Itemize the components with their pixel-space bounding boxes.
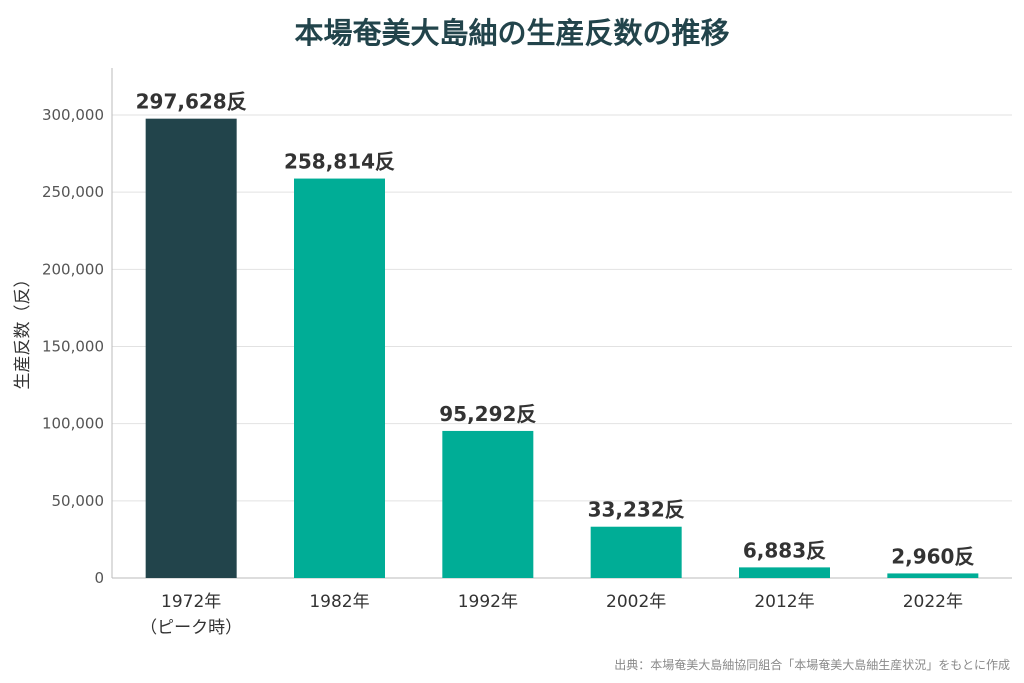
y-tick-label: 0 bbox=[94, 569, 104, 587]
chart-title: 本場奄美大島紬の生産反数の推移 bbox=[294, 16, 730, 50]
data-label: 2,960反 bbox=[891, 544, 974, 568]
x-tick-label: 1992年 bbox=[458, 592, 518, 612]
y-tick-label: 200,000 bbox=[42, 260, 104, 278]
bars bbox=[145, 118, 979, 578]
x-tick-label: 2022年 bbox=[903, 592, 963, 612]
y-tick-label: 50,000 bbox=[52, 492, 105, 510]
y-tick-label: 300,000 bbox=[42, 106, 104, 124]
source-note: 出典：本場奄美大島紬協同組合「本場奄美大島紬生産状況」をもとに作成 bbox=[614, 658, 1010, 672]
y-tick-label: 150,000 bbox=[42, 338, 104, 356]
bar bbox=[887, 573, 979, 578]
data-label: 297,628反 bbox=[136, 90, 247, 114]
data-label: 258,814反 bbox=[284, 150, 395, 174]
data-label: 6,883反 bbox=[743, 538, 826, 562]
data-label: 95,292反 bbox=[439, 402, 536, 426]
x-tick-label: 2002年 bbox=[606, 592, 666, 612]
x-tick-label: 2012年 bbox=[754, 592, 814, 612]
bar bbox=[145, 118, 237, 578]
bar bbox=[590, 526, 682, 578]
y-tick-label: 100,000 bbox=[42, 415, 104, 433]
y-tick-label: 250,000 bbox=[42, 183, 104, 201]
gridlines bbox=[112, 114, 1012, 502]
bar bbox=[739, 567, 830, 578]
axes bbox=[111, 68, 1012, 579]
labels: 0 50,000 100,000 150,000 200,000 250,000 300,0… bbox=[42, 90, 974, 638]
data-label: 33,232反 bbox=[588, 498, 685, 522]
bar bbox=[294, 178, 385, 578]
bar bbox=[442, 430, 534, 578]
x-tick-sublabel: （ピーク時） bbox=[140, 618, 242, 638]
x-tick-label: 1982年 bbox=[309, 592, 369, 612]
x-tick-label: 1972年 bbox=[161, 592, 221, 612]
y-axis-title: 生産反数（反） bbox=[13, 271, 33, 390]
